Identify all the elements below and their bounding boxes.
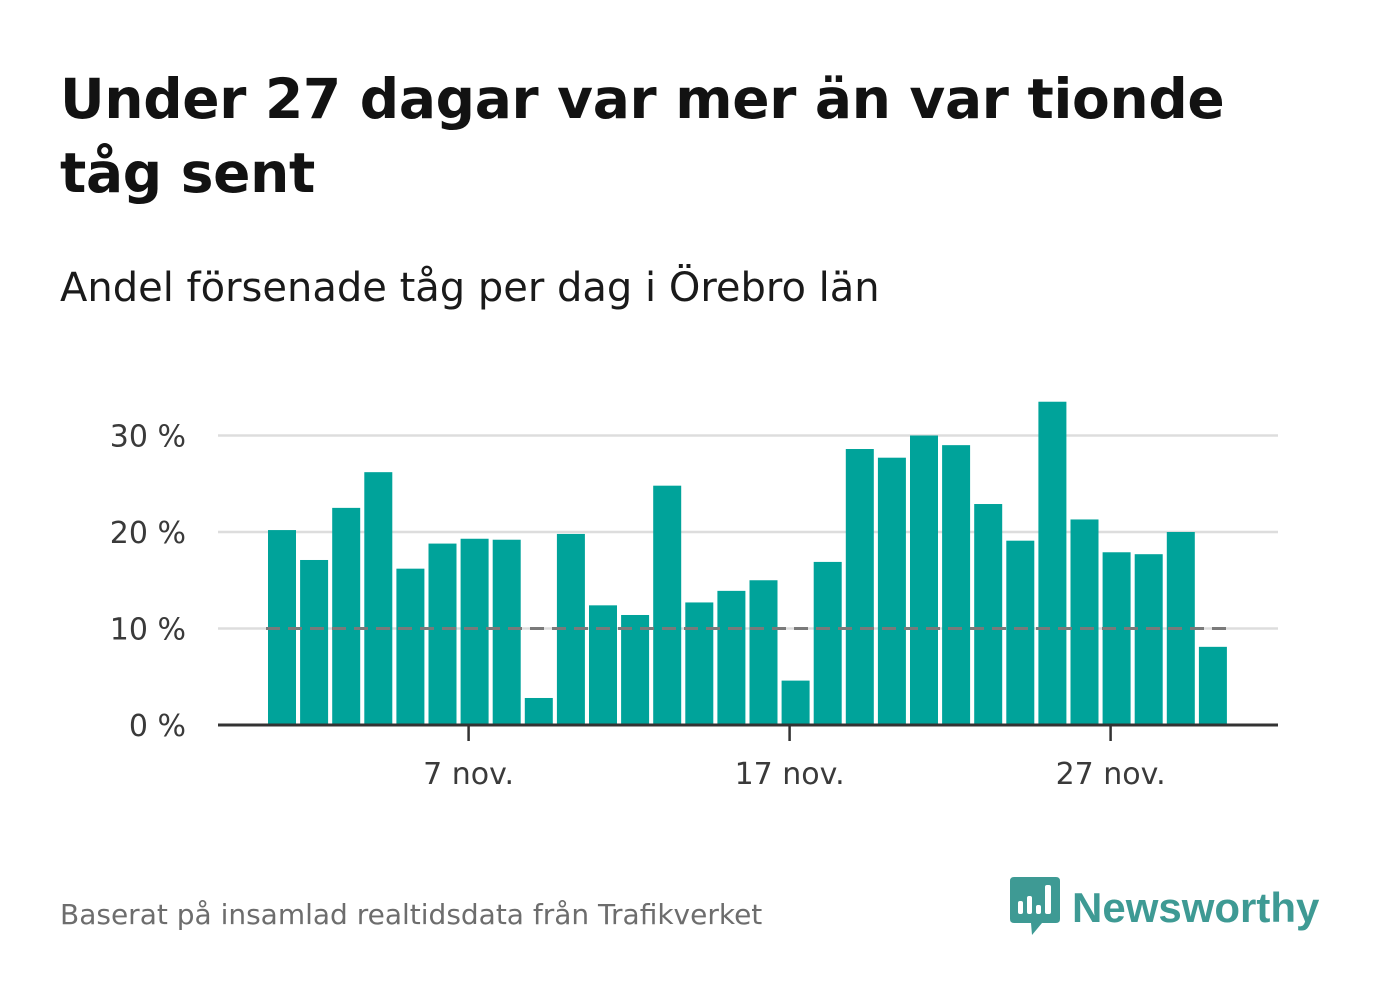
- y-tick-label: 20 %: [110, 516, 186, 551]
- y-tick-label: 0 %: [129, 709, 186, 744]
- bar: [1198, 646, 1227, 725]
- bar: [300, 559, 329, 725]
- bar: [877, 457, 906, 725]
- bar: [717, 590, 746, 725]
- bar: [845, 449, 874, 725]
- bar: [974, 504, 1003, 725]
- source-note: Baserat på insamlad realtidsdata från Tr…: [60, 898, 763, 931]
- chart-title: Under 27 dagar var mer än var tionde tåg…: [60, 67, 1225, 205]
- bar: [364, 472, 393, 725]
- bar: [1038, 401, 1067, 725]
- bar: [589, 605, 617, 725]
- bar: [1134, 554, 1163, 725]
- gridlines: [218, 434, 1278, 630]
- bars: [268, 401, 1227, 725]
- bar: [781, 680, 810, 725]
- x-axis: [218, 723, 1278, 741]
- bar: [942, 445, 971, 725]
- brand-logo: Newsworthy: [1010, 876, 1319, 940]
- bar: [492, 539, 521, 725]
- x-tick-label: 27 nov.: [1056, 757, 1166, 792]
- bar: [910, 435, 938, 725]
- bar: [685, 602, 714, 725]
- bar: [428, 543, 457, 725]
- brand-name: Newsworthy: [1072, 884, 1320, 931]
- bar: [749, 580, 778, 725]
- bar: [524, 697, 553, 725]
- bar: [621, 614, 650, 725]
- y-tick-label: 10 %: [110, 613, 186, 648]
- bar: [653, 485, 682, 725]
- bar: [1102, 552, 1131, 725]
- chart-subtitle: Andel försenade tåg per dag i Örebro län: [60, 265, 880, 311]
- x-tick-label: 17 nov.: [735, 757, 845, 792]
- bar: [460, 538, 489, 725]
- bar: [396, 568, 425, 725]
- y-tick-label: 30 %: [110, 420, 186, 455]
- newsworthy-logo-icon: [1010, 877, 1060, 935]
- bar: [332, 507, 361, 725]
- x-axis-labels: 7 nov. 17 nov. 27 nov.: [423, 757, 1165, 792]
- y-axis-labels: 0 % 10 % 20 % 30 %: [110, 420, 186, 745]
- bar: [1070, 519, 1099, 725]
- x-tick-label: 7 nov.: [423, 757, 514, 792]
- bar: [1006, 540, 1035, 725]
- bar: [813, 561, 842, 725]
